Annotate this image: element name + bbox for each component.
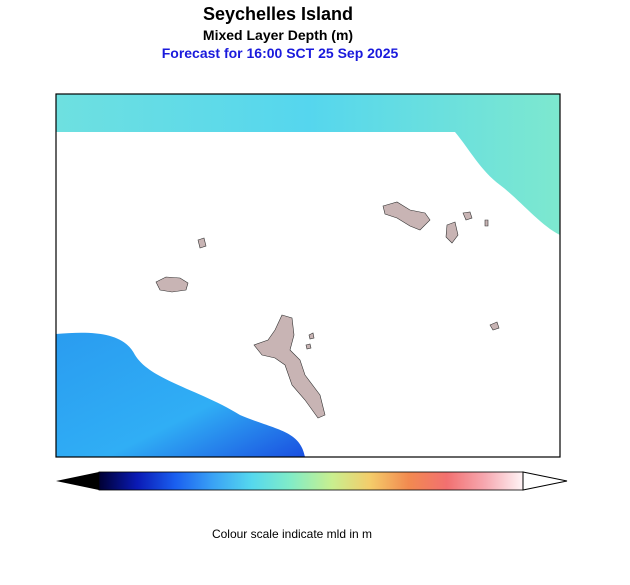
forecast: Forecast for 16:00 SCT 25 Sep 2025	[162, 45, 399, 61]
map	[55, 93, 561, 458]
colorbar-over	[522, 471, 568, 491]
sea-bottom	[56, 332, 305, 457]
islands	[155, 201, 500, 419]
colorbar-frame	[98, 471, 524, 491]
colorbar-gradient	[99, 472, 523, 490]
sea-top	[56, 94, 560, 235]
map-frame	[55, 93, 561, 458]
colorbar-label: Colour scale indicate mld in m	[212, 527, 372, 541]
colorbar	[56, 471, 568, 491]
colorbar-under	[56, 472, 99, 490]
subtitle: Mixed Layer Depth (m)	[203, 27, 353, 43]
title: Seychelles Island	[203, 4, 353, 24]
